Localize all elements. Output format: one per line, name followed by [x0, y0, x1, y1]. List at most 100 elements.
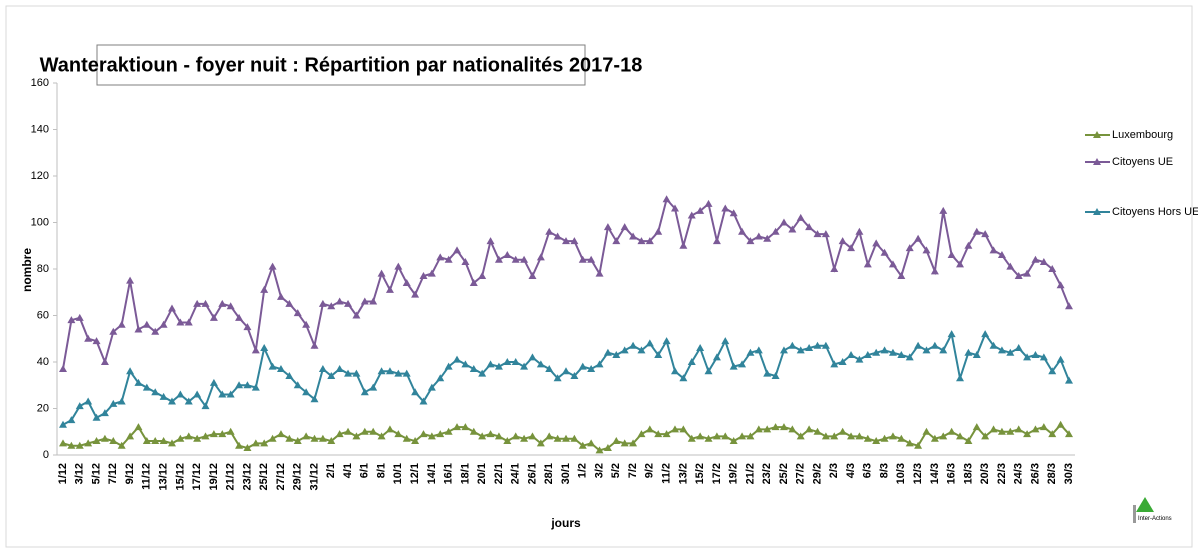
point-marker	[478, 369, 487, 377]
x-tick-label: 24/1	[510, 463, 522, 484]
point-marker	[729, 437, 738, 445]
x-tick-label: 7/12	[107, 463, 119, 484]
point-marker	[964, 348, 973, 356]
point-marker	[293, 381, 302, 389]
point-marker	[729, 362, 738, 370]
point-marker	[696, 344, 705, 352]
x-tick-label: 25/12	[258, 463, 270, 491]
point-marker	[1048, 430, 1057, 438]
point-marker	[377, 432, 386, 440]
point-marker	[905, 244, 914, 252]
point-marker	[897, 434, 906, 442]
x-tick-label: 18/1	[459, 463, 471, 484]
point-marker	[377, 367, 386, 375]
point-marker	[226, 427, 235, 435]
point-marker	[260, 285, 269, 293]
point-marker	[696, 206, 705, 214]
point-marker	[1056, 420, 1065, 428]
point-marker	[880, 248, 889, 256]
x-tick-label: 30/1	[560, 463, 572, 484]
legend-marker	[1093, 131, 1101, 138]
point-marker	[67, 316, 76, 324]
point-marker	[888, 432, 897, 440]
legend-label: Luxembourg	[1112, 129, 1173, 141]
title-box	[96, 44, 586, 86]
point-marker	[126, 432, 135, 440]
point-marker	[855, 227, 864, 235]
point-marker	[310, 341, 319, 349]
point-marker	[1023, 430, 1032, 438]
series	[59, 195, 1073, 372]
point-marker	[838, 427, 847, 435]
point-marker	[142, 383, 151, 391]
point-marker	[645, 237, 654, 245]
point-marker	[1039, 423, 1048, 431]
point-marker	[159, 437, 168, 445]
point-marker	[771, 371, 780, 379]
point-marker	[729, 209, 738, 217]
point-marker	[612, 351, 621, 359]
point-marker	[59, 420, 67, 428]
point-marker	[880, 434, 889, 442]
x-tick-label: 7/2	[627, 463, 639, 478]
point-marker	[956, 260, 965, 268]
point-marker	[335, 297, 344, 305]
point-marker	[360, 427, 369, 435]
point-marker	[1031, 255, 1040, 263]
point-marker	[201, 432, 210, 440]
point-marker	[67, 441, 76, 449]
point-marker	[218, 430, 227, 438]
x-tick-label: 1/2	[577, 463, 589, 478]
point-marker	[1031, 425, 1040, 433]
x-tick-label: 28/1	[543, 463, 555, 484]
x-tick-label: 27/12	[275, 463, 287, 491]
point-marker	[503, 437, 512, 445]
x-tick-label: 23/2	[761, 463, 773, 484]
point-marker	[335, 430, 344, 438]
point-marker	[520, 362, 529, 370]
point-marker	[888, 260, 897, 268]
x-tick-label: 19/12	[208, 463, 220, 491]
point-marker	[712, 237, 721, 245]
x-tick-label: 23/12	[241, 463, 253, 491]
point-marker	[763, 234, 772, 242]
point-marker	[453, 355, 462, 363]
point-marker	[888, 348, 897, 356]
x-tick-label: 2/1	[325, 463, 337, 478]
point-marker	[595, 360, 604, 368]
point-marker	[914, 234, 923, 242]
x-tick-label: 15/2	[694, 463, 706, 484]
point-marker	[494, 432, 503, 440]
point-marker	[897, 271, 906, 279]
point-marker	[813, 341, 822, 349]
point-marker	[159, 392, 168, 400]
point-marker	[209, 378, 218, 386]
point-marker	[243, 381, 252, 389]
point-marker	[293, 437, 302, 445]
point-marker	[1065, 430, 1073, 438]
point-marker	[486, 360, 495, 368]
point-marker	[872, 239, 881, 247]
point-marker	[117, 320, 126, 328]
point-marker	[142, 437, 151, 445]
point-marker	[411, 388, 420, 396]
point-marker	[394, 369, 403, 377]
point-marker	[939, 432, 948, 440]
point-marker	[100, 409, 109, 417]
point-marker	[427, 383, 436, 391]
point-marker	[587, 439, 596, 447]
x-tick-label: 12/3	[912, 463, 924, 484]
point-marker	[880, 346, 889, 354]
point-marker	[670, 204, 679, 212]
x-axis-label: jours	[550, 516, 581, 530]
point-marker	[637, 430, 646, 438]
legend-marker	[1093, 158, 1101, 165]
point-marker	[796, 346, 805, 354]
point-marker	[260, 344, 269, 352]
point-marker	[310, 395, 319, 403]
y-tick-label: 40	[37, 356, 49, 368]
point-marker	[528, 271, 537, 279]
y-tick-label: 0	[43, 449, 49, 461]
point-marker	[436, 253, 445, 261]
